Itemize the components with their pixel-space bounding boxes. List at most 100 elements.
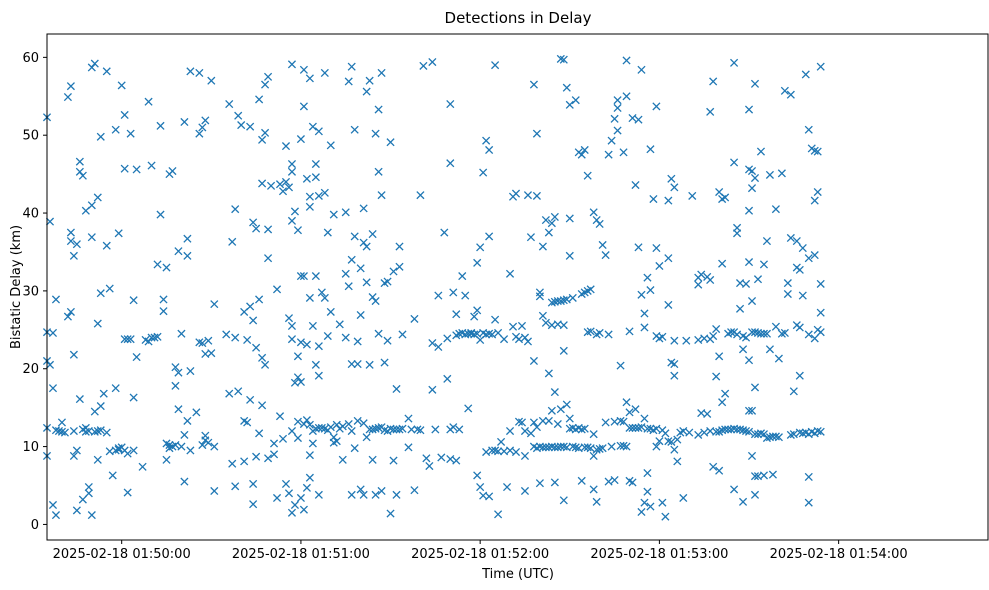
data-point: [529, 80, 538, 89]
data-point: [646, 145, 655, 154]
data-point: [51, 426, 61, 435]
data-point: [60, 428, 69, 437]
data-point: [156, 210, 165, 219]
data-point: [266, 181, 276, 190]
data-point: [610, 475, 619, 485]
data-point: [586, 327, 595, 336]
data-point: [646, 286, 655, 295]
y-tick-label: 40: [22, 207, 39, 222]
data-point: [174, 405, 183, 414]
data-point: [228, 459, 237, 468]
data-point: [523, 337, 533, 346]
data-point: [622, 442, 631, 451]
data-point: [616, 416, 625, 425]
data-point: [240, 457, 249, 466]
data-point: [491, 446, 500, 455]
data-point: [786, 90, 795, 99]
data-point: [362, 433, 371, 442]
data-point: [278, 434, 288, 443]
data-point: [550, 388, 559, 397]
data-point: [813, 426, 822, 436]
data-point: [795, 265, 804, 274]
data-point: [290, 207, 300, 216]
data-point: [377, 486, 386, 496]
data-point: [171, 381, 180, 390]
data-point: [634, 243, 643, 252]
data-point: [96, 426, 105, 435]
data-point: [249, 316, 258, 325]
data-point: [735, 304, 745, 313]
data-point: [595, 444, 604, 453]
data-point: [287, 60, 297, 69]
data-point: [425, 461, 434, 471]
data-point: [458, 272, 467, 281]
data-point: [404, 443, 413, 452]
data-point: [111, 384, 120, 393]
data-point: [446, 454, 455, 464]
data-point: [264, 254, 273, 263]
data-point: [670, 371, 679, 380]
data-point: [81, 427, 90, 436]
data-point: [386, 138, 395, 147]
data-point: [326, 307, 335, 316]
data-point: [87, 511, 96, 520]
data-point: [598, 444, 607, 453]
data-point: [341, 333, 350, 342]
data-point: [299, 272, 308, 281]
data-point: [658, 498, 667, 507]
data-point: [84, 489, 93, 498]
data-point: [697, 270, 706, 279]
y-axis-label: Bistatic Delay (km): [9, 225, 24, 349]
data-point: [51, 295, 61, 304]
x-tick-label: 2025-02-18 01:50:00: [53, 547, 191, 562]
data-point: [640, 309, 649, 318]
data-point: [174, 368, 183, 377]
data-point: [162, 455, 171, 464]
data-point: [168, 166, 177, 176]
data-point: [371, 490, 380, 499]
data-point: [249, 218, 258, 227]
data-point: [180, 430, 189, 439]
data-point: [673, 435, 682, 444]
data-point: [51, 511, 61, 520]
data-point: [568, 442, 577, 451]
data-point: [485, 145, 494, 155]
data-point: [538, 443, 547, 452]
data-point: [538, 242, 547, 251]
data-point: [207, 76, 216, 85]
data-point: [287, 167, 297, 176]
scatter-points: [42, 54, 825, 521]
data-point: [66, 307, 75, 316]
data-point: [738, 497, 748, 506]
data-point: [640, 414, 649, 423]
data-point: [643, 424, 652, 433]
data-point: [335, 320, 344, 329]
data-point: [529, 356, 538, 366]
data-point: [810, 334, 819, 343]
data-point: [750, 472, 760, 481]
data-point: [482, 447, 491, 457]
data-point: [473, 258, 482, 267]
data-point: [643, 487, 652, 496]
data-point: [619, 148, 628, 157]
chart-title: Detections in Delay: [445, 9, 592, 27]
data-point: [449, 288, 458, 297]
data-point: [592, 497, 601, 506]
data-point: [374, 105, 383, 114]
data-point: [789, 387, 798, 396]
data-point: [338, 455, 347, 464]
data-point: [323, 228, 332, 237]
data-point: [275, 412, 285, 421]
data-point: [231, 482, 240, 491]
data-point: [413, 425, 422, 434]
data-point: [604, 150, 613, 159]
data-point: [613, 103, 622, 113]
data-point: [129, 296, 138, 305]
data-point: [111, 125, 120, 134]
data-point: [485, 492, 494, 501]
data-point: [538, 416, 547, 425]
data-point: [123, 335, 132, 344]
data-point: [532, 191, 541, 200]
data-point: [222, 330, 231, 339]
data-point: [562, 295, 571, 304]
